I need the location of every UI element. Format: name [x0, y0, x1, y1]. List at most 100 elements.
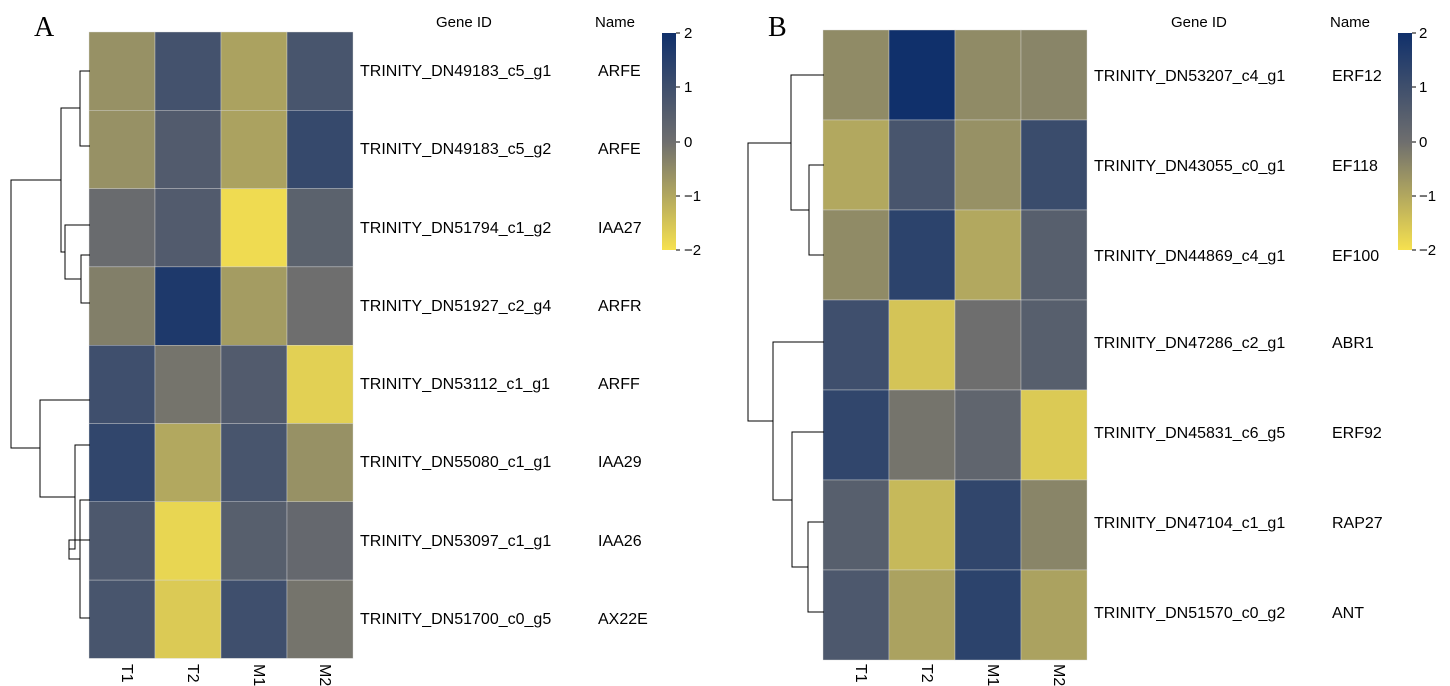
heatmap-cell	[154, 266, 222, 346]
row-label-name: IAA27	[598, 220, 642, 237]
legend-tick-label: 2	[1419, 25, 1427, 42]
heatmap-cell	[888, 209, 956, 301]
heatmap-cell	[220, 31, 288, 111]
row-label-gene-id: TRINITY_DN44869_c4_g1	[1094, 248, 1285, 265]
panel-b-column-labels: T1 T2 M1 M2	[852, 664, 1067, 686]
panel-b-gene-id-header: Gene ID	[1171, 14, 1227, 31]
legend-tick-label: 1	[1419, 79, 1427, 96]
panel-a: A Gene ID Name TRINITY_DN49183_c5_g1 TRI…	[10, 12, 701, 686]
heatmap-cell	[286, 188, 354, 268]
heatmap-cell	[888, 569, 956, 661]
heatmap-cell	[154, 423, 222, 503]
heatmap-cell	[888, 299, 956, 391]
heatmap-cell	[954, 29, 1022, 121]
legend-tick-label: −2	[1419, 242, 1436, 259]
panel-a-row-labels: TRINITY_DN49183_c5_g1 TRINITY_DN49183_c5…	[360, 63, 648, 628]
panel-b-name-header: Name	[1330, 14, 1370, 31]
heatmap-cell	[822, 299, 890, 391]
legend-tick-label: −2	[684, 242, 701, 259]
heatmap-cell	[1020, 569, 1088, 661]
panel-b-cells	[822, 29, 1088, 661]
legend-tick-label: −1	[684, 188, 701, 205]
row-label-name: IAA29	[598, 454, 642, 471]
heatmap-cell	[286, 501, 354, 581]
legend-tick-label: 1	[684, 79, 692, 96]
panel-b: B Gene ID Name TRINITY_DN53207_c4_g1 TRI…	[747, 12, 1436, 686]
heatmap-cell	[1020, 479, 1088, 571]
heatmap-cell	[888, 479, 956, 571]
heatmap-cell	[954, 119, 1022, 211]
row-label-name: AX22E	[598, 611, 648, 628]
heatmap-cell	[888, 29, 956, 121]
row-label-name: EF100	[1332, 248, 1379, 265]
heatmap-cell	[822, 569, 890, 661]
heatmap-cell	[954, 389, 1022, 481]
heatmap-cell	[822, 479, 890, 571]
legend-tick-label: 2	[684, 25, 692, 42]
heatmap-cell	[1020, 209, 1088, 301]
row-label-gene-id: TRINITY_DN53207_c4_g1	[1094, 68, 1285, 85]
panel-a-color-legend: 2 1 0 −1 −2	[662, 25, 701, 259]
row-label-name: ARFE	[598, 141, 641, 158]
heatmap-cell	[154, 31, 222, 111]
row-label-name: EF118	[1332, 158, 1378, 175]
heatmap-cell	[822, 29, 890, 121]
heatmap-cell	[822, 209, 890, 301]
heatmap-cell	[822, 119, 890, 211]
heatmap-cell	[154, 345, 222, 424]
row-label-gene-id: TRINITY_DN47104_c1_g1	[1094, 515, 1285, 532]
row-label-gene-id: TRINITY_DN53112_c1_g1	[360, 376, 550, 393]
row-label-name: ARFE	[598, 63, 641, 80]
row-label-gene-id: TRINITY_DN51794_c1_g2	[360, 220, 551, 237]
color-scale-bar	[1398, 33, 1412, 250]
panel-a-label: A	[34, 12, 55, 43]
heatmap-cell	[220, 345, 288, 424]
heatmap-cell	[220, 110, 288, 189]
legend-tick-label: 0	[684, 134, 692, 151]
heatmap-cell	[220, 501, 288, 581]
heatmap-cell	[286, 31, 354, 111]
heatmap-cell	[88, 423, 156, 503]
row-label-gene-id: TRINITY_DN53097_c1_g1	[360, 533, 551, 550]
heatmap-cell	[220, 579, 288, 659]
legend-tick-label: 0	[1419, 134, 1427, 151]
row-label-gene-id: TRINITY_DN49183_c5_g2	[360, 141, 551, 158]
row-label-gene-id: TRINITY_DN55080_c1_g1	[360, 454, 551, 471]
row-label-gene-id: TRINITY_DN49183_c5_g1	[360, 63, 551, 80]
heatmap-cell	[154, 188, 222, 268]
row-label-name: ABR1	[1332, 335, 1374, 352]
heatmap-cell	[286, 345, 354, 424]
heatmap-cell	[286, 423, 354, 503]
heatmap-cell	[954, 569, 1022, 661]
heatmap-cell	[88, 188, 156, 268]
row-label-name: RAP27	[1332, 515, 1383, 532]
heatmap-cell	[220, 188, 288, 268]
heatmap-cell	[88, 266, 156, 346]
column-label: M1	[984, 664, 1001, 686]
heatmap-cell	[822, 389, 890, 481]
heatmap-cell	[154, 501, 222, 581]
heatmap-cell	[888, 389, 956, 481]
row-label-name: IAA26	[598, 533, 642, 550]
row-label-name: ARFF	[598, 376, 640, 393]
row-label-name: ANT	[1332, 605, 1364, 622]
heatmap-cell	[954, 479, 1022, 571]
heatmap-cell	[220, 423, 288, 503]
heatmap-cell	[888, 119, 956, 211]
heatmap-cell	[1020, 119, 1088, 211]
row-label-name: ERF12	[1332, 68, 1382, 85]
heatmap-cell	[154, 579, 222, 659]
column-label: T1	[118, 664, 135, 683]
heatmap-cell	[1020, 29, 1088, 121]
heatmap-cell	[220, 266, 288, 346]
heatmap-cell	[154, 110, 222, 189]
column-label: T1	[852, 664, 869, 683]
heatmap-cell	[286, 110, 354, 189]
row-label-name: ERF92	[1332, 425, 1382, 442]
panel-a-row-dendrogram	[10, 70, 90, 619]
legend-tick-label: −1	[1419, 188, 1436, 205]
heatmap-cell	[1020, 299, 1088, 391]
heatmap-cell	[286, 266, 354, 346]
heatmap-cell	[88, 345, 156, 424]
